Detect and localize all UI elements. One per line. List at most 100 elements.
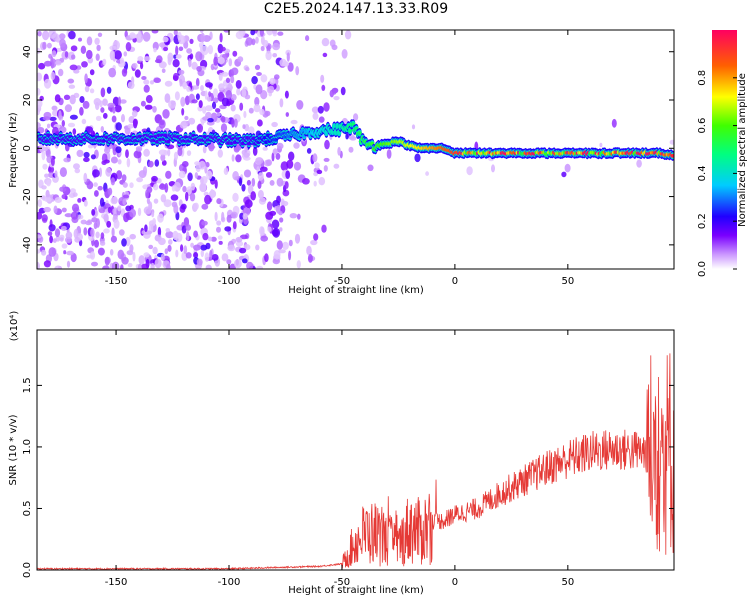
colorbar-tick-label: 0.6 [697,118,708,134]
spectrogram-cell [74,236,81,243]
spectrogram-cell [271,229,279,237]
spectrogram-cell [109,50,116,61]
spectrogram-cell [278,211,283,216]
spectrogram-cell [100,107,105,113]
spectrogram-cell [182,185,187,193]
spectrogram-cell [73,69,80,74]
spectrogram-cell [180,244,184,252]
spectrogram-cell [80,219,87,225]
spectrogram-cell [167,56,172,66]
spectrogram-cell [314,162,320,169]
spectrogram-cell [173,151,179,161]
spectrogram-cell [265,172,273,178]
spectrogram-cell [144,224,148,232]
spectrogram-cell [246,261,254,269]
spectrogram-cell [127,123,134,129]
spectrogram-cell [42,163,48,170]
spectrogram-cell [54,170,58,178]
spectrogram-cell [69,94,76,105]
spectrogram-cell [236,87,241,96]
spectrogram-cell [239,102,244,111]
x-tick-label: 0 [452,276,458,287]
spectrogram-cell [175,54,182,59]
spectrogram-cell [137,56,144,62]
spectrogram-cell [255,36,259,44]
spectrogram-cell [64,51,69,58]
x-tick-label: 0 [452,577,458,588]
spectrogram-cell [186,86,191,92]
spectrogram-cell [71,54,76,60]
spectrogram-cell [91,261,98,267]
spectrogram-cell [245,66,250,72]
spectrogram-cell [186,150,192,157]
spectrogram-cell [190,242,195,248]
spectrogram-cell [266,159,272,167]
spectrogram-cell [561,171,567,178]
spectrogram-cell [294,233,301,244]
spectrogram-cell [86,181,94,190]
spectrogram-cell [59,186,67,192]
spectrogram-cell [250,191,256,201]
spectrogram-cell [255,157,264,165]
spectrogram-cell [102,265,110,269]
spectrogram-cell [118,229,125,236]
spectrogram-cell [324,139,330,150]
spectrogram-cell [251,38,256,46]
spectrogram-cell [340,86,346,96]
spectrogram-cell [121,68,128,77]
spectrogram-cell [255,84,263,95]
spectrogram-cell [204,166,208,174]
spectrogram-cell [212,97,219,104]
spectrogram-cell [297,213,301,220]
spectrogram-cell [83,199,88,207]
spectrogram-cell [112,196,118,204]
snr-series-line [37,353,674,570]
spectrogram-cell [279,98,284,108]
spectrogram-cell [117,96,121,106]
spectrogram-cell [82,100,90,109]
spectrogram-cell [185,191,189,202]
spectrogram-cell [115,146,122,154]
spectrogram-cell [116,170,123,180]
spectrogram-cell [42,116,51,121]
colorbar: 0.0 0.2 0.4 0.6 0.8 Normalized spectral ampl… [697,30,748,277]
spectrogram-cell [272,53,278,58]
spectrogram-cell [242,124,246,129]
spectrogram-cell [51,33,60,41]
spectrogram-cell [58,266,62,269]
spectrogram-cell [271,152,275,162]
spectrogram-cell [37,122,41,129]
colorbar-tick-label: 0.0 [697,261,708,277]
spectrogram-cell [125,205,132,212]
spectrogram-cell [290,119,298,125]
spectrogram-cell [220,46,226,52]
spectrogram-cell [235,154,242,163]
spectrogram-cell [41,249,47,256]
spectrogram-cell [226,259,232,265]
spectrogram-cell [120,264,124,269]
spectrogram-cell [120,57,125,66]
spectrogram-cell [145,95,153,104]
x-tick-label: -150 [105,577,128,588]
spectrogram-cell [84,85,90,93]
spectrogram-cell [121,174,127,182]
spectrogram-cell [152,218,157,226]
spectrogram-cell [296,100,304,110]
spectrogram-cell [216,198,222,205]
spectrogram-cell [135,146,143,152]
spectrogram-cell [64,213,73,218]
spectrogram-cell [186,48,193,54]
spectrogram-cell [173,204,179,214]
x-tick-label: -50 [334,276,350,287]
spectrogram-cell [157,226,162,237]
spectrogram-cell [113,219,120,229]
colorbar-tick-label: 0.2 [697,213,708,229]
spectrogram-cell [63,250,67,255]
spectrogram-cell [277,31,284,36]
spectrogram-cell [58,110,62,121]
spectrogram-cell [310,239,318,246]
spectrogram-cell [71,203,80,212]
spectrogram-cell [491,164,495,173]
spectrogram-cell [114,104,122,113]
spectrogram-cell [104,147,111,154]
